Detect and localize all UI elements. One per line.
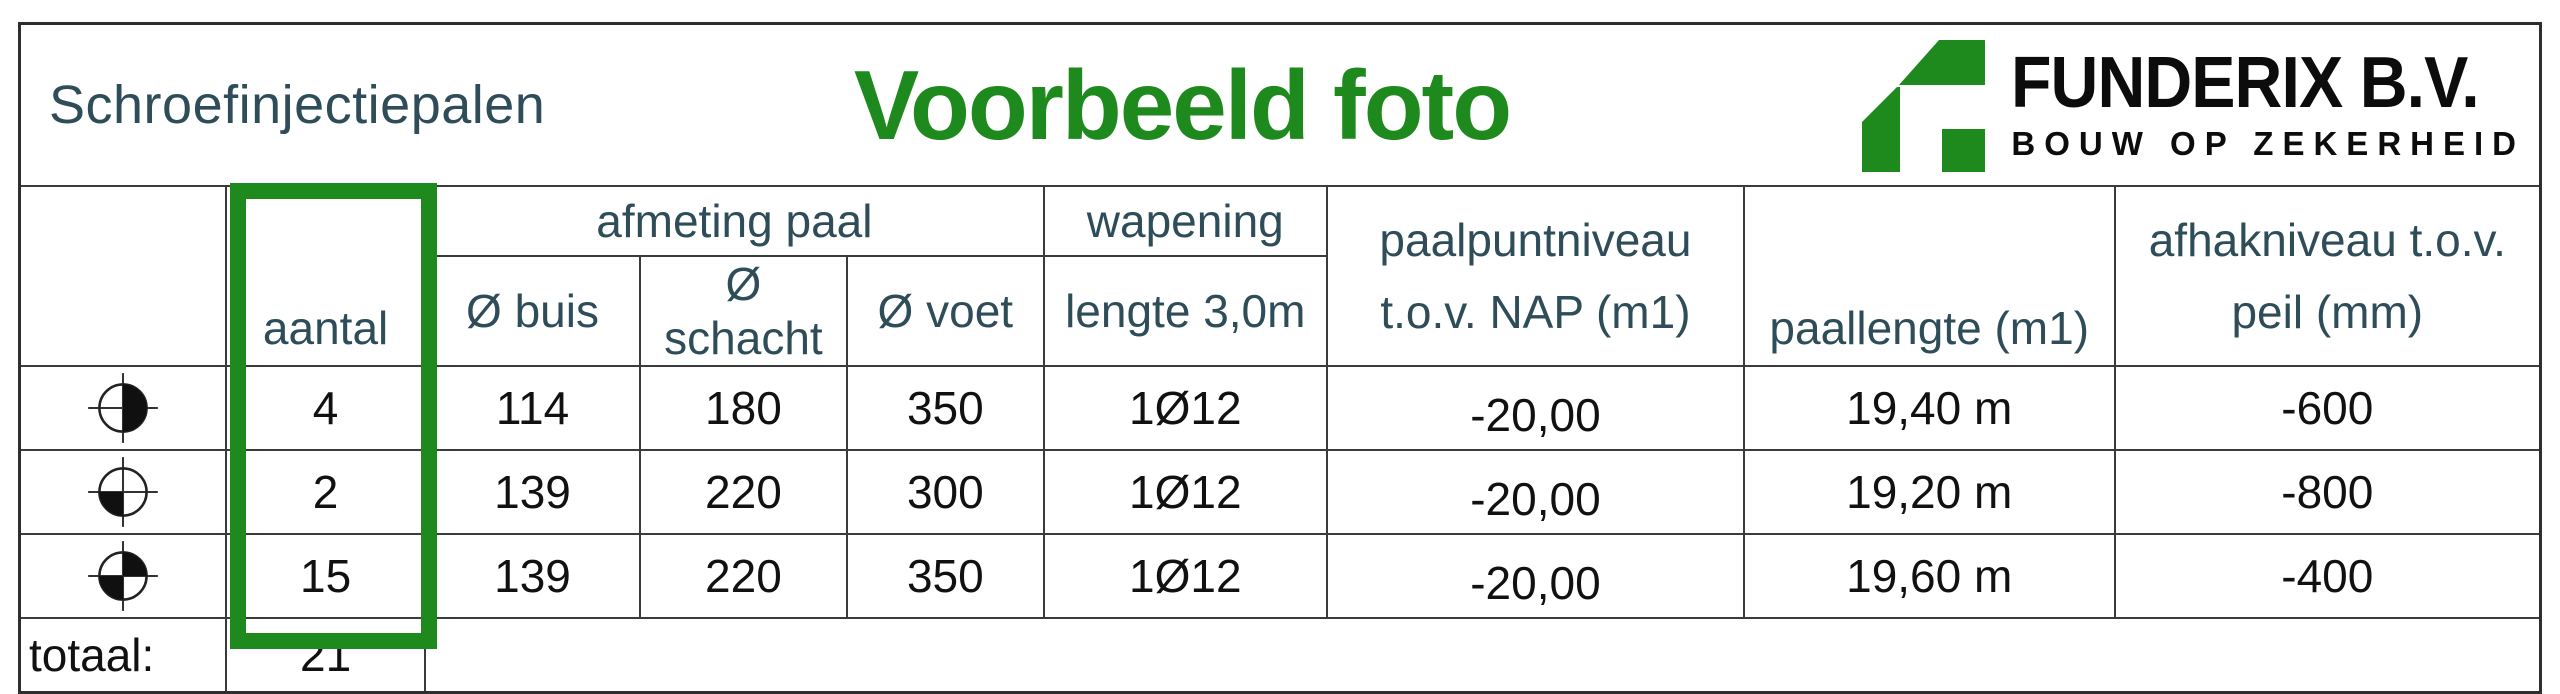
header-symbol-column [18, 185, 227, 367]
logo-tagline: BOUW OP ZEKERHEID [2011, 125, 2525, 162]
watermark-heading: Voorbeeld foto [853, 49, 1512, 160]
document-title: Schroefinjectiepalen [49, 75, 546, 135]
total-value: 21 [224, 617, 427, 693]
group-header-afmeting-paal: afmeting paal [424, 185, 1045, 257]
cell-paallengte: 19,20 m [1742, 449, 2116, 535]
header-voet: Ø voet [846, 255, 1045, 367]
table-row: 4 114 180 350 1Ø12 -20,00 19,40 m -600 [18, 365, 2542, 451]
header-buis: Ø buis [424, 255, 641, 367]
header-afhakniveau-line2: peil (mm) [2231, 286, 2424, 338]
cell-paallengte: 19,60 m [1742, 533, 2116, 619]
total-label: totaal: [18, 617, 227, 693]
cell-paalpuntniveau: -20,00 [1326, 449, 1745, 535]
crosshair-circle-ne-sw-quadrants-filled-icon [88, 541, 158, 611]
logo-text-block: FUNDERIX B.V. BOUW OP ZEKERHEID [2011, 47, 2525, 163]
cell-buis: 139 [424, 533, 641, 619]
cell-buis: 139 [424, 449, 641, 535]
group-header-wapening: wapening [1042, 185, 1329, 257]
total-row-empty-cell [424, 617, 2542, 693]
crosshair-circle-right-half-filled-icon [88, 373, 158, 443]
title-band-layout: Schroefinjectiepalen Voorbeeld foto FUND… [22, 25, 2539, 184]
cell-voet: 300 [846, 449, 1045, 535]
cell-aantal: 4 [224, 365, 427, 451]
logo-company-name: FUNDERIX B.V. [2011, 43, 2480, 123]
table-row: 15 139 220 350 1Ø12 -20,00 19,60 m -400 [18, 533, 2542, 619]
cell-voet: 350 [846, 533, 1045, 619]
header-paalpuntniveau-line2: t.o.v. NAP (m1) [1380, 286, 1691, 338]
cell-voet: 350 [846, 365, 1045, 451]
cell-aantal: 15 [224, 533, 427, 619]
cell-afhakniveau: -600 [2113, 365, 2542, 451]
pile-spec-table: Schroefinjectiepalen Voorbeeld foto FUND… [18, 22, 2542, 694]
header-paalpuntniveau: paalpuntniveau t.o.v. NAP (m1) [1326, 185, 1745, 367]
pile-spec-table-frame: Schroefinjectiepalen Voorbeeld foto FUND… [18, 22, 2542, 694]
cell-schacht: 220 [638, 533, 849, 619]
cell-paallengte: 19,40 m [1742, 365, 2116, 451]
header-aantal: aantal [224, 185, 427, 367]
header-afhakniveau: afhakniveau t.o.v. peil (mm) [2113, 185, 2542, 367]
title-band: Schroefinjectiepalen Voorbeeld foto FUND… [18, 22, 2542, 187]
pile-symbol-cell [18, 449, 227, 535]
cell-afhakniveau: -400 [2113, 533, 2542, 619]
header-paalpuntniveau-line1: paalpuntniveau [1379, 214, 1692, 266]
cell-afhakniveau: -800 [2113, 449, 2542, 535]
screenshot-root: { "header": { "title": "Schroefinjectiep… [18, 22, 2542, 694]
pile-symbol-cell [18, 365, 227, 451]
cell-schacht: 220 [638, 449, 849, 535]
header-afhakniveau-line1: afhakniveau t.o.v. [2148, 214, 2506, 266]
cell-buis: 114 [424, 365, 641, 451]
cell-aantal: 2 [224, 449, 427, 535]
table-row: 2 139 220 300 1Ø12 -20,00 19,20 m -800 [18, 449, 2542, 535]
cell-wapening: 1Ø12 [1042, 533, 1329, 619]
total-row: totaal: 21 [18, 617, 2542, 693]
cell-wapening: 1Ø12 [1042, 449, 1329, 535]
company-logo: FUNDERIX B.V. BOUW OP ZEKERHEID [1695, 39, 2539, 172]
cell-paalpuntniveau: -20,00 [1326, 533, 1745, 619]
header-schacht: Ø schacht [638, 255, 849, 367]
header-wapening-lengte: lengte 3,0m [1042, 255, 1329, 367]
crosshair-circle-sw-quadrant-filled-icon [88, 457, 158, 527]
cell-paalpuntniveau: -20,00 [1326, 365, 1745, 451]
funderix-f-mark-icon [1862, 39, 1986, 172]
cell-wapening: 1Ø12 [1042, 365, 1329, 451]
cell-schacht: 180 [638, 365, 849, 451]
header-paallengte: paallengte (m1) [1742, 185, 2116, 367]
pile-symbol-cell [18, 533, 227, 619]
